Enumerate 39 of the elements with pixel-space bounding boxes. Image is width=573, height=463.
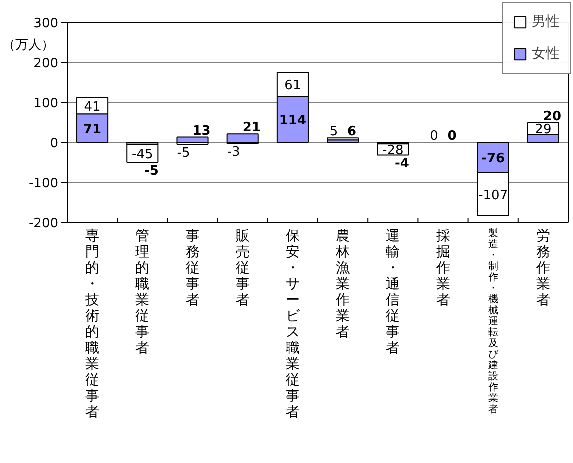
data-label: -5: [177, 146, 190, 161]
x-tick-label: 管理的職業従事者: [136, 228, 150, 356]
data-label: -45: [132, 148, 154, 162]
data-label: 114: [279, 114, 307, 129]
y-tick-label: -100: [28, 176, 58, 192]
data-label: 21: [242, 120, 261, 136]
y-tick-label: 300: [34, 16, 59, 32]
data-label: 20: [543, 110, 562, 124]
data-label: -5: [144, 164, 159, 179]
x-tick-label: 採掘作業者: [435, 228, 450, 308]
y-axis-title: （万人）: [2, 38, 54, 53]
data-label: -28: [382, 144, 404, 159]
data-label: -4: [394, 156, 410, 172]
data-label: 71: [84, 122, 102, 138]
x-tick-label: 農林漁業作業者: [335, 228, 350, 340]
x-tick-label: 販売従事者: [236, 228, 250, 308]
x-tick-label: 運輸・通信従事者: [386, 228, 400, 356]
y-tick-label: -200: [28, 216, 58, 232]
y-tick-label: 0: [50, 136, 58, 152]
x-tick-label: 事務従事者: [186, 228, 200, 308]
category-label: 製造・制作・機械運転及び建設作業者: [488, 228, 498, 416]
y-tick-label: 100: [34, 96, 59, 112]
data-label: 0: [448, 129, 457, 144]
y-tick-label: 200: [34, 56, 59, 72]
data-label: 13: [192, 124, 211, 139]
data-label: -76: [482, 152, 506, 167]
category-label: 保安・サービス職業従事者: [286, 228, 300, 420]
category-label: 専門的・技術的職業従事者: [86, 228, 100, 420]
data-label: 6: [348, 124, 357, 140]
data-label: -107: [478, 188, 508, 204]
data-label: 5: [330, 124, 338, 140]
legend-label: 女性: [532, 45, 560, 63]
data-label: -3: [227, 145, 240, 160]
data-label: 29: [535, 122, 552, 138]
data-label: 41: [84, 100, 101, 115]
x-tick-label: 労務作業者: [535, 228, 550, 308]
data-label: 61: [284, 78, 302, 94]
data-label: 0: [430, 129, 438, 144]
legend-label: 男性: [532, 13, 560, 31]
